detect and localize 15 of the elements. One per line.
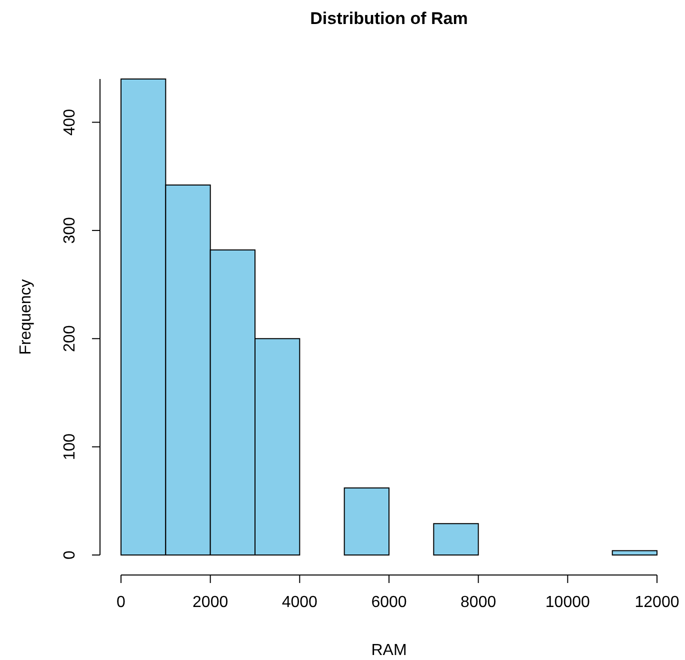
- x-tick-label: 8000: [460, 594, 496, 611]
- x-axis-title: RAM: [371, 642, 407, 659]
- x-tick-label: 10000: [545, 594, 590, 611]
- y-tick-label: 0: [62, 550, 78, 560]
- y-tick-label: 200: [62, 325, 78, 352]
- x-tick-label: 0: [116, 594, 126, 611]
- x-tick-label: 6000: [371, 594, 407, 611]
- x-tick-label: 4000: [282, 594, 318, 611]
- y-tick-label: 100: [62, 433, 78, 460]
- y-tick-label: 300: [62, 217, 78, 244]
- x-tick-label: 2000: [192, 594, 228, 611]
- chart-title: Distribution of Ram: [310, 9, 468, 28]
- y-tick-label: 400: [62, 108, 78, 136]
- y-axis-title: Frequency: [18, 279, 34, 355]
- x-tick-label: 12000: [634, 594, 680, 611]
